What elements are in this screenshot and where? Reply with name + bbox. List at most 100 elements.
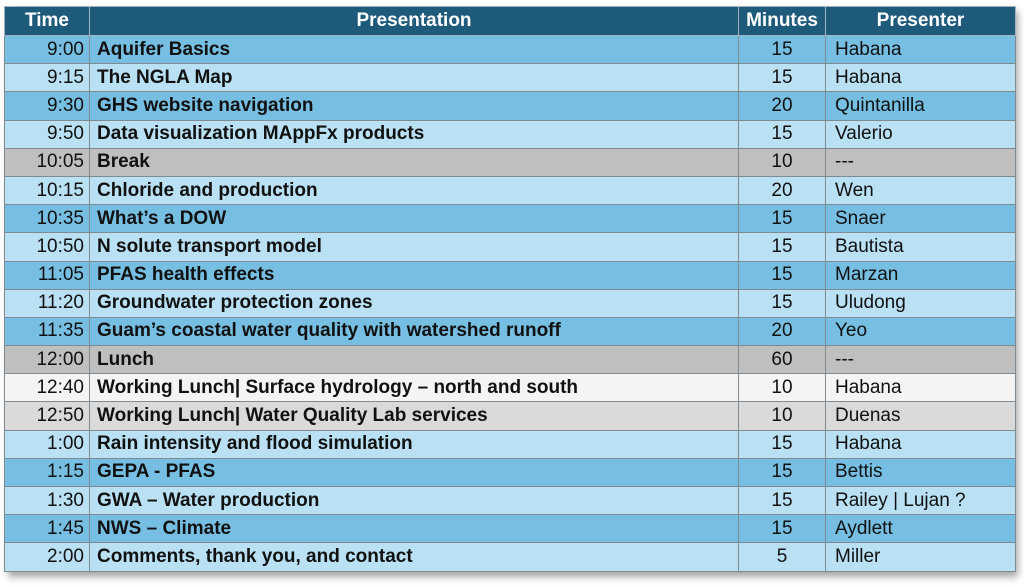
table-row: 11:05 PFAS health effects 15 Marzan <box>4 260 1016 290</box>
cell-presentation: Comments, thank you, and contact <box>89 542 739 572</box>
cell-minutes: 20 <box>738 316 826 347</box>
cell-minutes: 15 <box>738 288 826 318</box>
cell-presentation: What’s a DOW <box>89 204 739 234</box>
table-row: 9:15 The NGLA Map 15 Habana <box>4 63 1016 93</box>
cell-minutes: 15 <box>738 514 826 544</box>
header-presentation: Presentation <box>89 6 739 36</box>
cell-presentation: NWS – Climate <box>89 514 739 544</box>
cell-presenter: Miller <box>825 542 1016 572</box>
cell-minutes: 5 <box>738 542 826 572</box>
table-row: 12:00 Lunch 60 --- <box>4 345 1016 375</box>
cell-time: 10:05 <box>4 147 90 177</box>
cell-presentation: The NGLA Map <box>89 63 739 93</box>
cell-presenter: Uludong <box>825 288 1016 318</box>
cell-presentation: PFAS health effects <box>89 260 739 290</box>
cell-presentation: GHS website navigation <box>89 91 739 121</box>
cell-minutes: 15 <box>738 260 826 290</box>
cell-minutes: 20 <box>738 91 826 121</box>
cell-presenter: Habana <box>825 63 1016 93</box>
table-row: 1:30 GWA – Water production 15 Railey | Luj… <box>4 485 1016 516</box>
cell-time: 1:15 <box>4 457 90 488</box>
cell-presenter: Habana <box>825 429 1016 459</box>
cell-time: 10:50 <box>4 232 90 262</box>
header-minutes: Minutes <box>738 6 826 36</box>
table-row: 10:05 Break 10 --- <box>4 147 1016 177</box>
cell-presentation: Guam’s coastal water quality with waters… <box>89 316 739 347</box>
table-row: 12:40 Working Lunch| Surface hydrology – … <box>4 373 1016 403</box>
cell-presenter: Habana <box>825 34 1016 65</box>
cell-presentation: GEPA - PFAS <box>89 457 739 488</box>
cell-presentation: Break <box>89 147 739 177</box>
cell-time: 9:50 <box>4 119 90 149</box>
cell-time: 12:50 <box>4 401 90 431</box>
cell-minutes: 15 <box>738 232 826 262</box>
cell-presentation: Chloride and production <box>89 175 739 206</box>
table-row: 9:00 Aquifer Basics 15 Habana <box>4 34 1016 65</box>
schedule-body: 9:00 Aquifer Basics 15 Habana 9:15 The NGLA M… <box>4 34 1016 572</box>
schedule-table: Time Presentation Minutes Presenter 9:00… <box>4 6 1016 572</box>
cell-presentation: Working Lunch| Surface hydrology – north… <box>89 373 739 403</box>
cell-presentation: Aquifer Basics <box>89 34 739 65</box>
cell-presenter: Wen <box>825 175 1016 206</box>
cell-presenter: Marzan <box>825 260 1016 290</box>
cell-minutes: 10 <box>738 401 826 431</box>
table-row: 1:00 Rain intensity and flood simulation 1… <box>4 429 1016 459</box>
cell-presenter: Quintanilla <box>825 91 1016 121</box>
cell-time: 10:15 <box>4 175 90 206</box>
cell-presenter: Habana <box>825 373 1016 403</box>
cell-minutes: 15 <box>738 34 826 65</box>
cell-time: 1:00 <box>4 429 90 459</box>
table-row: 12:50 Working Lunch| Water Quality Lab se… <box>4 401 1016 431</box>
header-presenter: Presenter <box>825 6 1016 36</box>
cell-minutes: 15 <box>738 485 826 516</box>
cell-time: 9:00 <box>4 34 90 65</box>
cell-minutes: 10 <box>738 147 826 177</box>
cell-minutes: 10 <box>738 373 826 403</box>
header-time: Time <box>4 6 90 36</box>
cell-presenter: Snaer <box>825 204 1016 234</box>
cell-time: 2:00 <box>4 542 90 572</box>
cell-presenter: Bettis <box>825 457 1016 488</box>
cell-time: 12:00 <box>4 345 90 375</box>
schedule-table-container: Time Presentation Minutes Presenter 9:00… <box>4 6 1016 572</box>
table-row: 10:35 What’s a DOW 15 Snaer <box>4 204 1016 234</box>
header-row: Time Presentation Minutes Presenter <box>4 6 1016 36</box>
cell-minutes: 15 <box>738 63 826 93</box>
cell-presentation: Rain intensity and flood simulation <box>89 429 739 459</box>
cell-time: 11:05 <box>4 260 90 290</box>
cell-minutes: 15 <box>738 119 826 149</box>
cell-time: 9:30 <box>4 91 90 121</box>
table-row: 9:30 GHS website navigation 20 Quintanilla <box>4 91 1016 121</box>
table-row: 9:50 Data visualization MAppFx products 15… <box>4 119 1016 149</box>
cell-time: 11:35 <box>4 316 90 347</box>
cell-time: 1:30 <box>4 485 90 516</box>
cell-presentation: GWA – Water production <box>89 485 739 516</box>
cell-minutes: 15 <box>738 429 826 459</box>
table-row: 11:20 Groundwater protection zones 15 Uludo… <box>4 288 1016 318</box>
cell-presentation: N solute transport model <box>89 232 739 262</box>
cell-minutes: 20 <box>738 175 826 206</box>
table-row: 11:35 Guam’s coastal water quality with w… <box>4 316 1016 347</box>
table-row: 10:50 N solute transport model 15 Bautista <box>4 232 1016 262</box>
cell-presenter: --- <box>825 147 1016 177</box>
cell-presenter: Duenas <box>825 401 1016 431</box>
table-row: 1:45 NWS – Climate 15 Aydlett <box>4 514 1016 544</box>
cell-time: 9:15 <box>4 63 90 93</box>
cell-presentation: Lunch <box>89 345 739 375</box>
cell-time: 11:20 <box>4 288 90 318</box>
cell-time: 10:35 <box>4 204 90 234</box>
cell-presentation: Data visualization MAppFx products <box>89 119 739 149</box>
cell-presenter: Aydlett <box>825 514 1016 544</box>
table-row: 2:00 Comments, thank you, and contact 5 Mil… <box>4 542 1016 572</box>
cell-time: 1:45 <box>4 514 90 544</box>
table-row: 1:15 GEPA - PFAS 15 Bettis <box>4 457 1016 488</box>
cell-minutes: 15 <box>738 204 826 234</box>
cell-presentation: Working Lunch| Water Quality Lab service… <box>89 401 739 431</box>
cell-time: 12:40 <box>4 373 90 403</box>
cell-minutes: 15 <box>738 457 826 488</box>
cell-presenter: Railey | Lujan ? <box>825 485 1016 516</box>
cell-presenter: --- <box>825 345 1016 375</box>
cell-presentation: Groundwater protection zones <box>89 288 739 318</box>
cell-presenter: Bautista <box>825 232 1016 262</box>
cell-presenter: Valerio <box>825 119 1016 149</box>
